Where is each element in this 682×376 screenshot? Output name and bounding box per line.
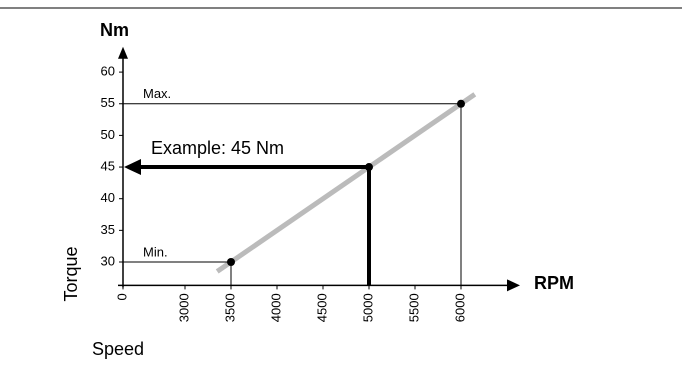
- y-axis-arrow: [118, 46, 128, 59]
- example-arrowhead: [124, 159, 141, 176]
- example-label: Example: 45 Nm: [151, 138, 284, 158]
- y-tick-label: 60: [101, 64, 115, 79]
- point: [457, 99, 465, 108]
- torque-line: [215, 92, 477, 274]
- x-axis-arrow: [507, 279, 520, 292]
- y-unit-label: Nm: [100, 20, 129, 40]
- x-tick-label: 5000: [360, 293, 375, 322]
- y-axis-title: Torque: [61, 246, 81, 301]
- x-axis-title: Speed: [92, 339, 144, 359]
- x-tick-label: 4500: [314, 293, 329, 322]
- x-tick-label: 5500: [406, 293, 421, 322]
- point-label: Max.: [143, 86, 171, 101]
- y-tick-label: 35: [101, 222, 115, 237]
- x-unit-label: RPM: [534, 273, 574, 293]
- x-tick-label: 0: [114, 293, 129, 300]
- x-tick-label: 6000: [452, 293, 467, 322]
- x-tick-label: 4000: [268, 293, 283, 322]
- x-tick-label: 3000: [176, 293, 191, 322]
- point: [365, 163, 373, 172]
- y-tick-label: 30: [101, 253, 115, 268]
- y-tick-label: 45: [101, 158, 115, 173]
- y-tick-label: 50: [101, 127, 115, 142]
- y-tick-label: 40: [101, 190, 115, 205]
- y-tick-label: 55: [101, 95, 115, 110]
- point: [227, 258, 235, 266]
- x-tick-label: 3500: [222, 293, 237, 322]
- point-label: Min.: [143, 244, 168, 259]
